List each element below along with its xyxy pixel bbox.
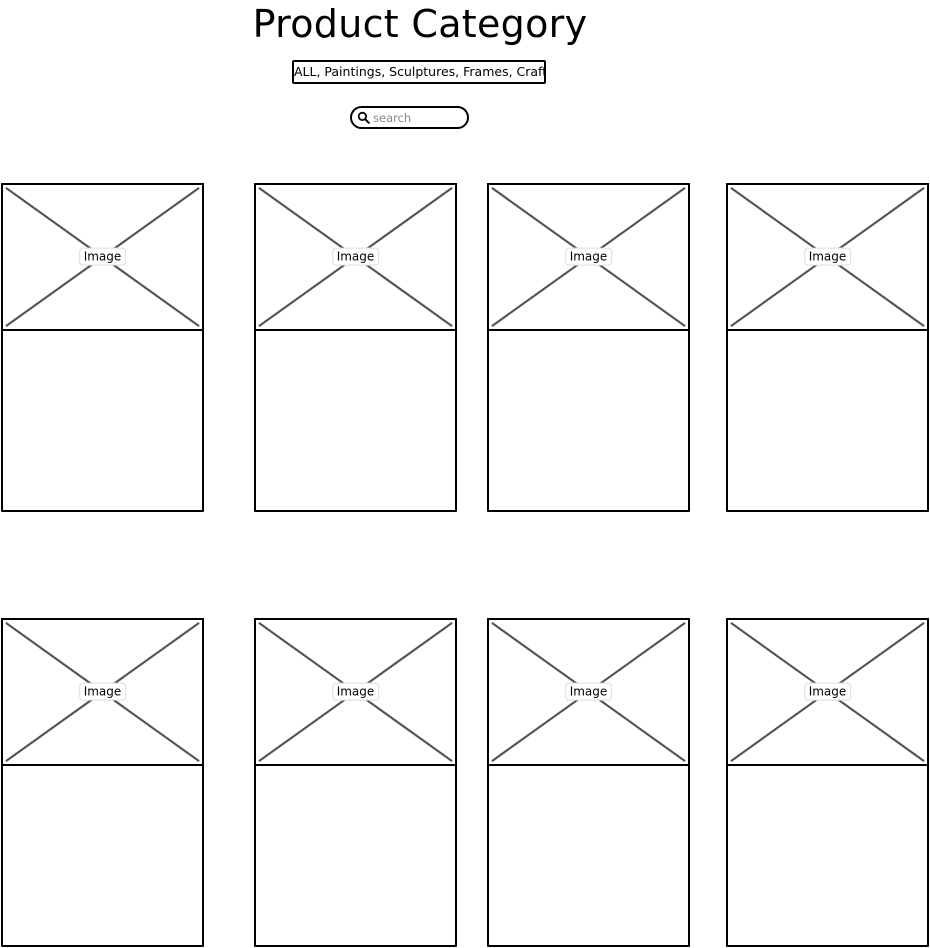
image-label: Image bbox=[803, 247, 852, 266]
product-card-details bbox=[254, 764, 457, 947]
search-icon bbox=[357, 111, 370, 124]
product-card-details bbox=[726, 764, 929, 947]
image-label: Image bbox=[564, 682, 613, 701]
product-card[interactable]: Image bbox=[1, 183, 204, 512]
search-input[interactable] bbox=[370, 110, 461, 125]
product-card[interactable]: Image bbox=[254, 618, 457, 947]
product-image-placeholder[interactable]: Image bbox=[1, 183, 204, 331]
product-image-placeholder[interactable]: Image bbox=[726, 183, 929, 331]
product-card-details bbox=[1, 329, 204, 512]
image-label: Image bbox=[564, 247, 613, 266]
image-label: Image bbox=[803, 682, 852, 701]
product-image-placeholder[interactable]: Image bbox=[254, 183, 457, 331]
product-card-details bbox=[254, 329, 457, 512]
category-filter[interactable]: ALL, Paintings, Sculptures, Frames, Craf… bbox=[292, 60, 546, 84]
product-card-details bbox=[487, 764, 690, 947]
product-image-placeholder[interactable]: Image bbox=[726, 618, 929, 766]
product-image-placeholder[interactable]: Image bbox=[487, 183, 690, 331]
page-title: Product Category bbox=[252, 2, 588, 46]
product-card-details bbox=[487, 329, 690, 512]
image-label: Image bbox=[78, 682, 127, 701]
product-card[interactable]: Image bbox=[726, 183, 929, 512]
product-card-details bbox=[726, 329, 929, 512]
product-card[interactable]: Image bbox=[254, 183, 457, 512]
image-label: Image bbox=[331, 682, 380, 701]
product-image-placeholder[interactable]: Image bbox=[1, 618, 204, 766]
image-label: Image bbox=[331, 247, 380, 266]
product-image-placeholder[interactable]: Image bbox=[487, 618, 690, 766]
product-card[interactable]: Image bbox=[726, 618, 929, 947]
product-image-placeholder[interactable]: Image bbox=[254, 618, 457, 766]
product-card[interactable]: Image bbox=[487, 183, 690, 512]
product-card[interactable]: Image bbox=[487, 618, 690, 947]
product-card[interactable]: Image bbox=[1, 618, 204, 947]
search-box[interactable] bbox=[350, 106, 469, 129]
product-card-details bbox=[1, 764, 204, 947]
image-label: Image bbox=[78, 247, 127, 266]
